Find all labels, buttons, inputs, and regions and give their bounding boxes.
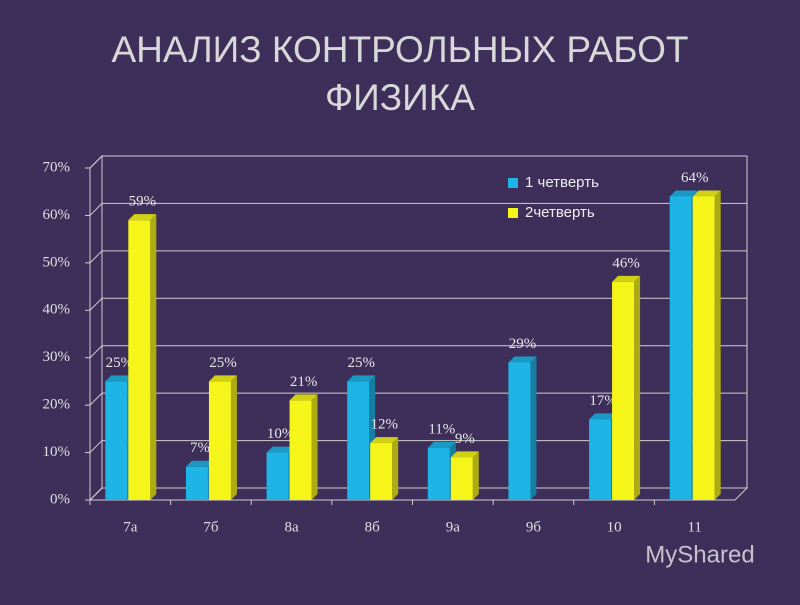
y-tick-label: 10%	[43, 444, 71, 460]
bar-front	[692, 196, 715, 500]
bar	[370, 437, 399, 500]
y-tick-label: 30%	[43, 349, 71, 365]
bar-front	[185, 466, 208, 500]
data-label: 9%	[455, 431, 475, 447]
y-tick-label: 70%	[43, 159, 71, 175]
bar-top	[289, 394, 318, 401]
data-label: 10%	[267, 426, 295, 442]
x-tick-label: 11	[687, 519, 701, 535]
bar-top	[612, 275, 641, 282]
bar-top	[208, 375, 237, 382]
y-tick-label: 20%	[43, 397, 71, 413]
x-tick-label: 10	[607, 519, 622, 535]
bar-top	[185, 460, 214, 467]
grid-line	[89, 250, 747, 264]
chart-title: ФИЗИКА	[325, 77, 475, 118]
data-label: 46%	[612, 255, 640, 271]
grid-line	[89, 392, 747, 406]
bar-top	[347, 375, 376, 382]
bar-front	[105, 381, 128, 500]
bar-top	[266, 446, 295, 453]
bar-side	[392, 437, 399, 500]
bar	[450, 451, 479, 500]
bar-top	[669, 190, 698, 197]
data-label: 29%	[509, 336, 537, 352]
x-tick-label: 9б	[526, 519, 542, 535]
x-tick-label: 7б	[203, 519, 219, 535]
data-label: 17%	[589, 393, 617, 409]
x-tick-label: 8а	[284, 519, 299, 535]
bar-side	[311, 394, 318, 500]
bar-front	[208, 381, 231, 500]
bar-side	[150, 214, 157, 500]
data-label: 25%	[347, 355, 375, 371]
grid-line	[89, 202, 747, 216]
x-tick-label: 7а	[123, 519, 138, 535]
bar-front	[508, 362, 531, 500]
legend-swatch	[508, 178, 518, 188]
bar-side	[634, 275, 641, 500]
watermark: MyShared	[645, 541, 754, 568]
grid-line	[89, 155, 747, 169]
legend-swatch	[508, 208, 518, 218]
bar-front	[427, 447, 450, 500]
bar-top	[692, 190, 721, 197]
bar-side	[714, 190, 721, 500]
data-label: 59%	[129, 194, 157, 210]
y-tick-label: 60%	[43, 207, 71, 223]
data-label: 25%	[209, 355, 237, 371]
bar	[208, 375, 237, 500]
bar-front	[266, 452, 289, 500]
grid-line	[89, 440, 747, 453]
back-wall	[101, 155, 748, 489]
bar-front	[289, 400, 312, 500]
grid-line	[89, 297, 747, 311]
bar-top	[450, 451, 479, 458]
data-label: 12%	[370, 417, 398, 433]
bar-top	[427, 441, 456, 448]
side-wall	[89, 154, 103, 502]
data-label: 64%	[681, 170, 709, 186]
bar-front	[128, 220, 151, 500]
chart-title: АНАЛИЗ КОНТРОЛЬНЫХ РАБОТ	[112, 29, 689, 70]
bar-front	[589, 419, 612, 500]
y-tick-label: 0%	[50, 491, 70, 507]
bar	[508, 356, 537, 500]
bar-front	[347, 381, 370, 500]
bar	[128, 214, 157, 500]
bar-side	[472, 451, 479, 500]
bar-front	[612, 281, 635, 500]
bar-side	[230, 375, 237, 500]
data-label: 25%	[106, 355, 134, 371]
bar-front	[450, 457, 473, 500]
bar	[612, 275, 641, 500]
bar	[692, 190, 721, 500]
bar-top	[105, 375, 134, 382]
data-label: 11%	[428, 421, 455, 437]
legend-label: 1 четверть	[525, 174, 599, 191]
x-tick-label: 9а	[446, 519, 461, 535]
bar-front	[370, 443, 393, 500]
data-label: 21%	[290, 374, 318, 390]
bar-top	[370, 437, 399, 444]
bar	[289, 394, 318, 500]
bar-top	[508, 356, 537, 363]
legend-label: 2четверть	[525, 204, 595, 221]
y-tick-label: 40%	[43, 302, 71, 318]
grid-line	[89, 345, 747, 359]
bar-top	[128, 214, 157, 221]
x-tick-label: 8б	[365, 519, 381, 535]
bar-side	[530, 356, 537, 500]
data-label: 7%	[190, 440, 210, 456]
bar-top	[589, 413, 618, 420]
bar-front	[669, 196, 692, 500]
y-tick-label: 50%	[43, 254, 71, 270]
